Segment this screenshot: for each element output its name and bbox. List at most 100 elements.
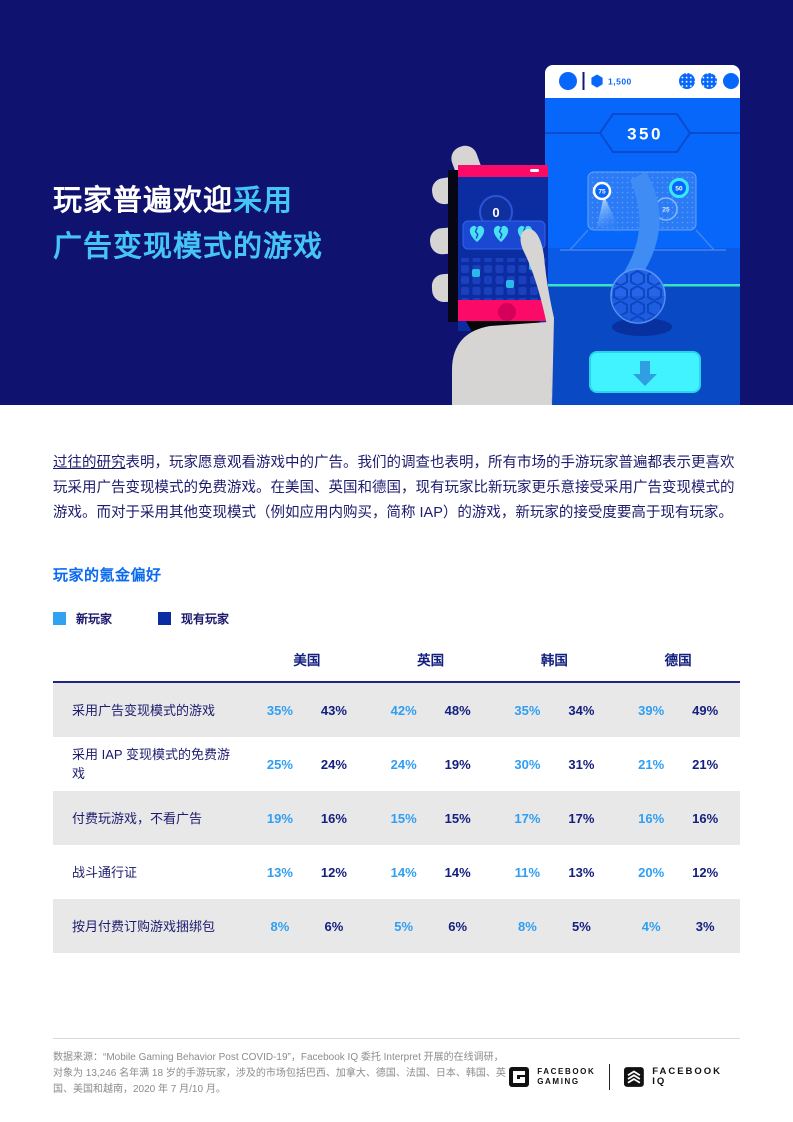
legend-item-new: 新玩家: [53, 610, 112, 627]
lives-count: 0: [492, 205, 499, 220]
table-row: 采用 IAP 变现模式的免费游戏 25% 24% 24% 19% 30% 31%…: [53, 737, 740, 791]
page-content: 过往的研究表明，玩家愿意观看游戏中的广告。我们的调查也表明，所有市场的手游玩家普…: [0, 451, 793, 953]
avatar-icon: [559, 72, 577, 90]
target-50: [669, 178, 689, 198]
minimize-icon: [530, 169, 539, 172]
svg-text:75: 75: [598, 189, 606, 196]
value-new-players: 16%: [638, 810, 665, 826]
legend-item-existing: 现有玩家: [158, 610, 229, 627]
gaming-logo-text-line2: GAMING: [537, 1077, 580, 1086]
legend-label: 新玩家: [76, 612, 113, 626]
legend-label: 现有玩家: [181, 612, 230, 626]
table-row: 战斗通行证 13% 12% 14% 14% 11% 13% 20% 12%: [53, 845, 740, 899]
ball-trail: [624, 172, 660, 281]
title-line1-white: 玩家普遍欢迎: [53, 185, 234, 217]
svg-text:50: 50: [675, 186, 683, 193]
country-header: 韩国: [540, 653, 568, 668]
value-existing-players: 12%: [320, 864, 347, 880]
intro-text: 表明，玩家愿意观看游戏中的广告。我们的调查也表明，所有市场的手游玩家普遍都表示更…: [53, 455, 735, 521]
value-new-players: 13%: [266, 864, 293, 880]
intro-paragraph: 过往的研究表明，玩家愿意观看游戏中的广告。我们的调查也表明，所有市场的手游玩家普…: [53, 451, 747, 526]
value-existing-players: 12%: [692, 864, 719, 880]
value-existing-players: 43%: [320, 702, 347, 718]
table-row: 付费玩游戏，不看广告 19% 16% 15% 15% 17% 17% 16% 1…: [53, 791, 740, 845]
research-link[interactable]: 过往的研究: [53, 455, 126, 471]
value-existing-players: 31%: [568, 756, 595, 772]
value-new-players: 39%: [638, 702, 665, 718]
broken-heart-icon: [493, 225, 509, 242]
value-new-players: 21%: [638, 756, 665, 772]
arrow-down-icon: [633, 361, 657, 386]
value-new-players: 8%: [517, 918, 537, 934]
score-badge: [598, 113, 692, 153]
gaming-logo-text-line1: FACEBOOK: [537, 1067, 596, 1076]
row-label: 付费玩游戏，不看广告: [72, 810, 203, 826]
iq-logo-text: FACEBOOK IQ: [652, 1066, 723, 1087]
dotted-circle-icon: [679, 73, 695, 89]
value-existing-players: 13%: [568, 864, 595, 880]
ball: [610, 268, 666, 324]
hand-palm: [452, 228, 554, 405]
game-illustration: 1,500 350: [430, 65, 740, 405]
preference-table: 美国 英国 韩国 德国 采用广告变现模式的游戏 35% 43% 42% 48% …: [53, 649, 740, 953]
value-new-players: 4%: [641, 918, 661, 934]
facebook-gaming-logo: FACEBOOK GAMING: [509, 1067, 595, 1087]
score-value: 350: [627, 125, 663, 144]
table-row: 按月付费订购游戏捆绑包 8% 6% 5% 6% 8% 5% 4% 3%: [53, 899, 740, 953]
value-existing-players: 14%: [444, 864, 471, 880]
ball-shadow: [612, 318, 672, 336]
coin-icon: [591, 74, 603, 88]
value-existing-players: 5%: [571, 918, 591, 934]
country-header: 英国: [417, 653, 445, 668]
broken-heart-icon: [469, 225, 485, 242]
value-existing-players: 16%: [320, 810, 347, 826]
solid-circle-icon: [723, 73, 739, 89]
value-existing-players: 24%: [320, 756, 347, 772]
svg-text:25: 25: [662, 207, 670, 214]
value-existing-players: 6%: [448, 918, 468, 934]
title-line2: 广告变现模式的游戏: [53, 231, 324, 263]
value-new-players: 19%: [266, 810, 293, 826]
value-new-players: 17%: [514, 810, 541, 826]
facebook-gaming-icon: [509, 1067, 530, 1087]
legend-swatch-existing-players: [158, 612, 172, 625]
value-existing-players: 16%: [692, 810, 719, 826]
value-existing-players: 19%: [444, 756, 471, 772]
value-new-players: 14%: [390, 864, 417, 880]
source-note: 数据来源：“Mobile Gaming Behavior Post COVID-…: [53, 1052, 506, 1095]
legend-swatch-new-players: [53, 612, 66, 625]
value-existing-players: 34%: [568, 702, 595, 718]
footer: 数据来源：“Mobile Gaming Behavior Post COVID-…: [53, 1038, 740, 1098]
value-new-players: 35%: [514, 702, 541, 718]
watch-ad-button[interactable]: [589, 351, 701, 393]
logo-divider: [609, 1064, 611, 1090]
home-button: [498, 303, 516, 321]
value-existing-players: 48%: [444, 702, 471, 718]
footer-logos: FACEBOOK GAMING FACEBOOK IQ: [509, 1050, 740, 1098]
table-row: 采用广告变现模式的游戏 35% 43% 42% 48% 35% 34% 39% …: [53, 683, 740, 737]
facebook-iq-icon: [624, 1067, 645, 1087]
value-new-players: 5%: [394, 918, 414, 934]
value-new-players: 25%: [266, 756, 293, 772]
value-new-players: 35%: [266, 702, 293, 718]
legend: 新玩家 现有玩家: [53, 610, 740, 627]
country-header: 德国: [664, 653, 692, 668]
dotted-circle-icon: [701, 73, 717, 89]
row-label: 采用 IAP 变现模式的免费游戏: [72, 747, 230, 781]
value-existing-players: 21%: [692, 756, 719, 772]
value-existing-players: 49%: [692, 702, 719, 718]
row-label: 战斗通行证: [72, 864, 138, 880]
page-title: 玩家普遍欢迎采用 广告变现模式的游戏: [53, 178, 323, 270]
value-new-players: 42%: [390, 702, 417, 718]
value-new-players: 30%: [514, 756, 541, 772]
section-title: 玩家的氪金偏好: [53, 567, 162, 584]
game-screen: 1,500 350: [545, 65, 740, 405]
value-existing-players: 6%: [324, 918, 344, 934]
value-new-players: 24%: [390, 756, 417, 772]
value-existing-players: 3%: [695, 918, 715, 934]
hero-banner: 玩家普遍欢迎采用 广告变现模式的游戏: [0, 0, 793, 405]
value-existing-players: 17%: [568, 810, 595, 826]
title-line1-cyan: 采用: [233, 185, 294, 217]
value-new-players: 20%: [638, 864, 665, 880]
